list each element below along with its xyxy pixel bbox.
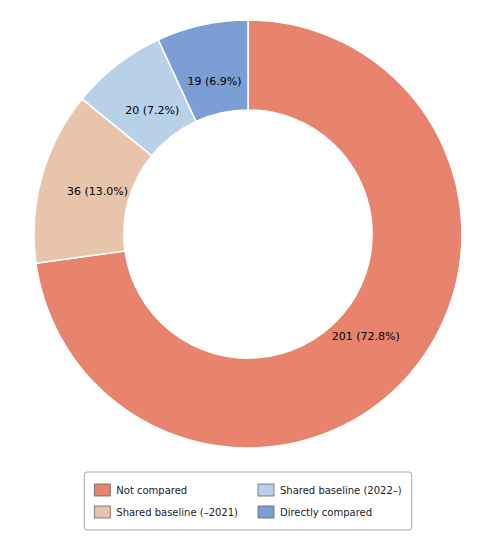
legend-item: Shared baseline (2022–)	[258, 484, 402, 496]
legend-frame	[84, 472, 411, 530]
legend-swatch	[94, 484, 110, 496]
legend-label: Directly compared	[280, 507, 372, 518]
data-labels: 201 (72.8%) 36 (13.0%) 20 (7.2%) 19 (6.9%)	[67, 75, 400, 343]
legend-swatch	[258, 506, 274, 518]
legend: Not compared Shared baseline (–2021) Share…	[84, 472, 411, 530]
legend-item: Directly compared	[258, 506, 372, 518]
pie-group	[34, 20, 462, 448]
legend-swatch	[94, 506, 110, 518]
legend-label: Not compared	[116, 485, 187, 496]
legend-label: Shared baseline (2022–)	[280, 485, 402, 496]
legend-item: Shared baseline (–2021)	[94, 506, 238, 518]
chart: 201 (72.8%) 36 (13.0%) 20 (7.2%) 19 (6.9%) N…	[0, 0, 496, 548]
data-label: 36 (13.0%)	[67, 185, 128, 198]
legend-item: Not compared	[94, 484, 187, 496]
legend-swatch	[258, 484, 274, 496]
legend-label: Shared baseline (–2021)	[116, 507, 238, 518]
data-label: 20 (7.2%)	[125, 104, 179, 117]
data-label: 201 (72.8%)	[332, 330, 400, 343]
data-label: 19 (6.9%)	[187, 75, 241, 88]
